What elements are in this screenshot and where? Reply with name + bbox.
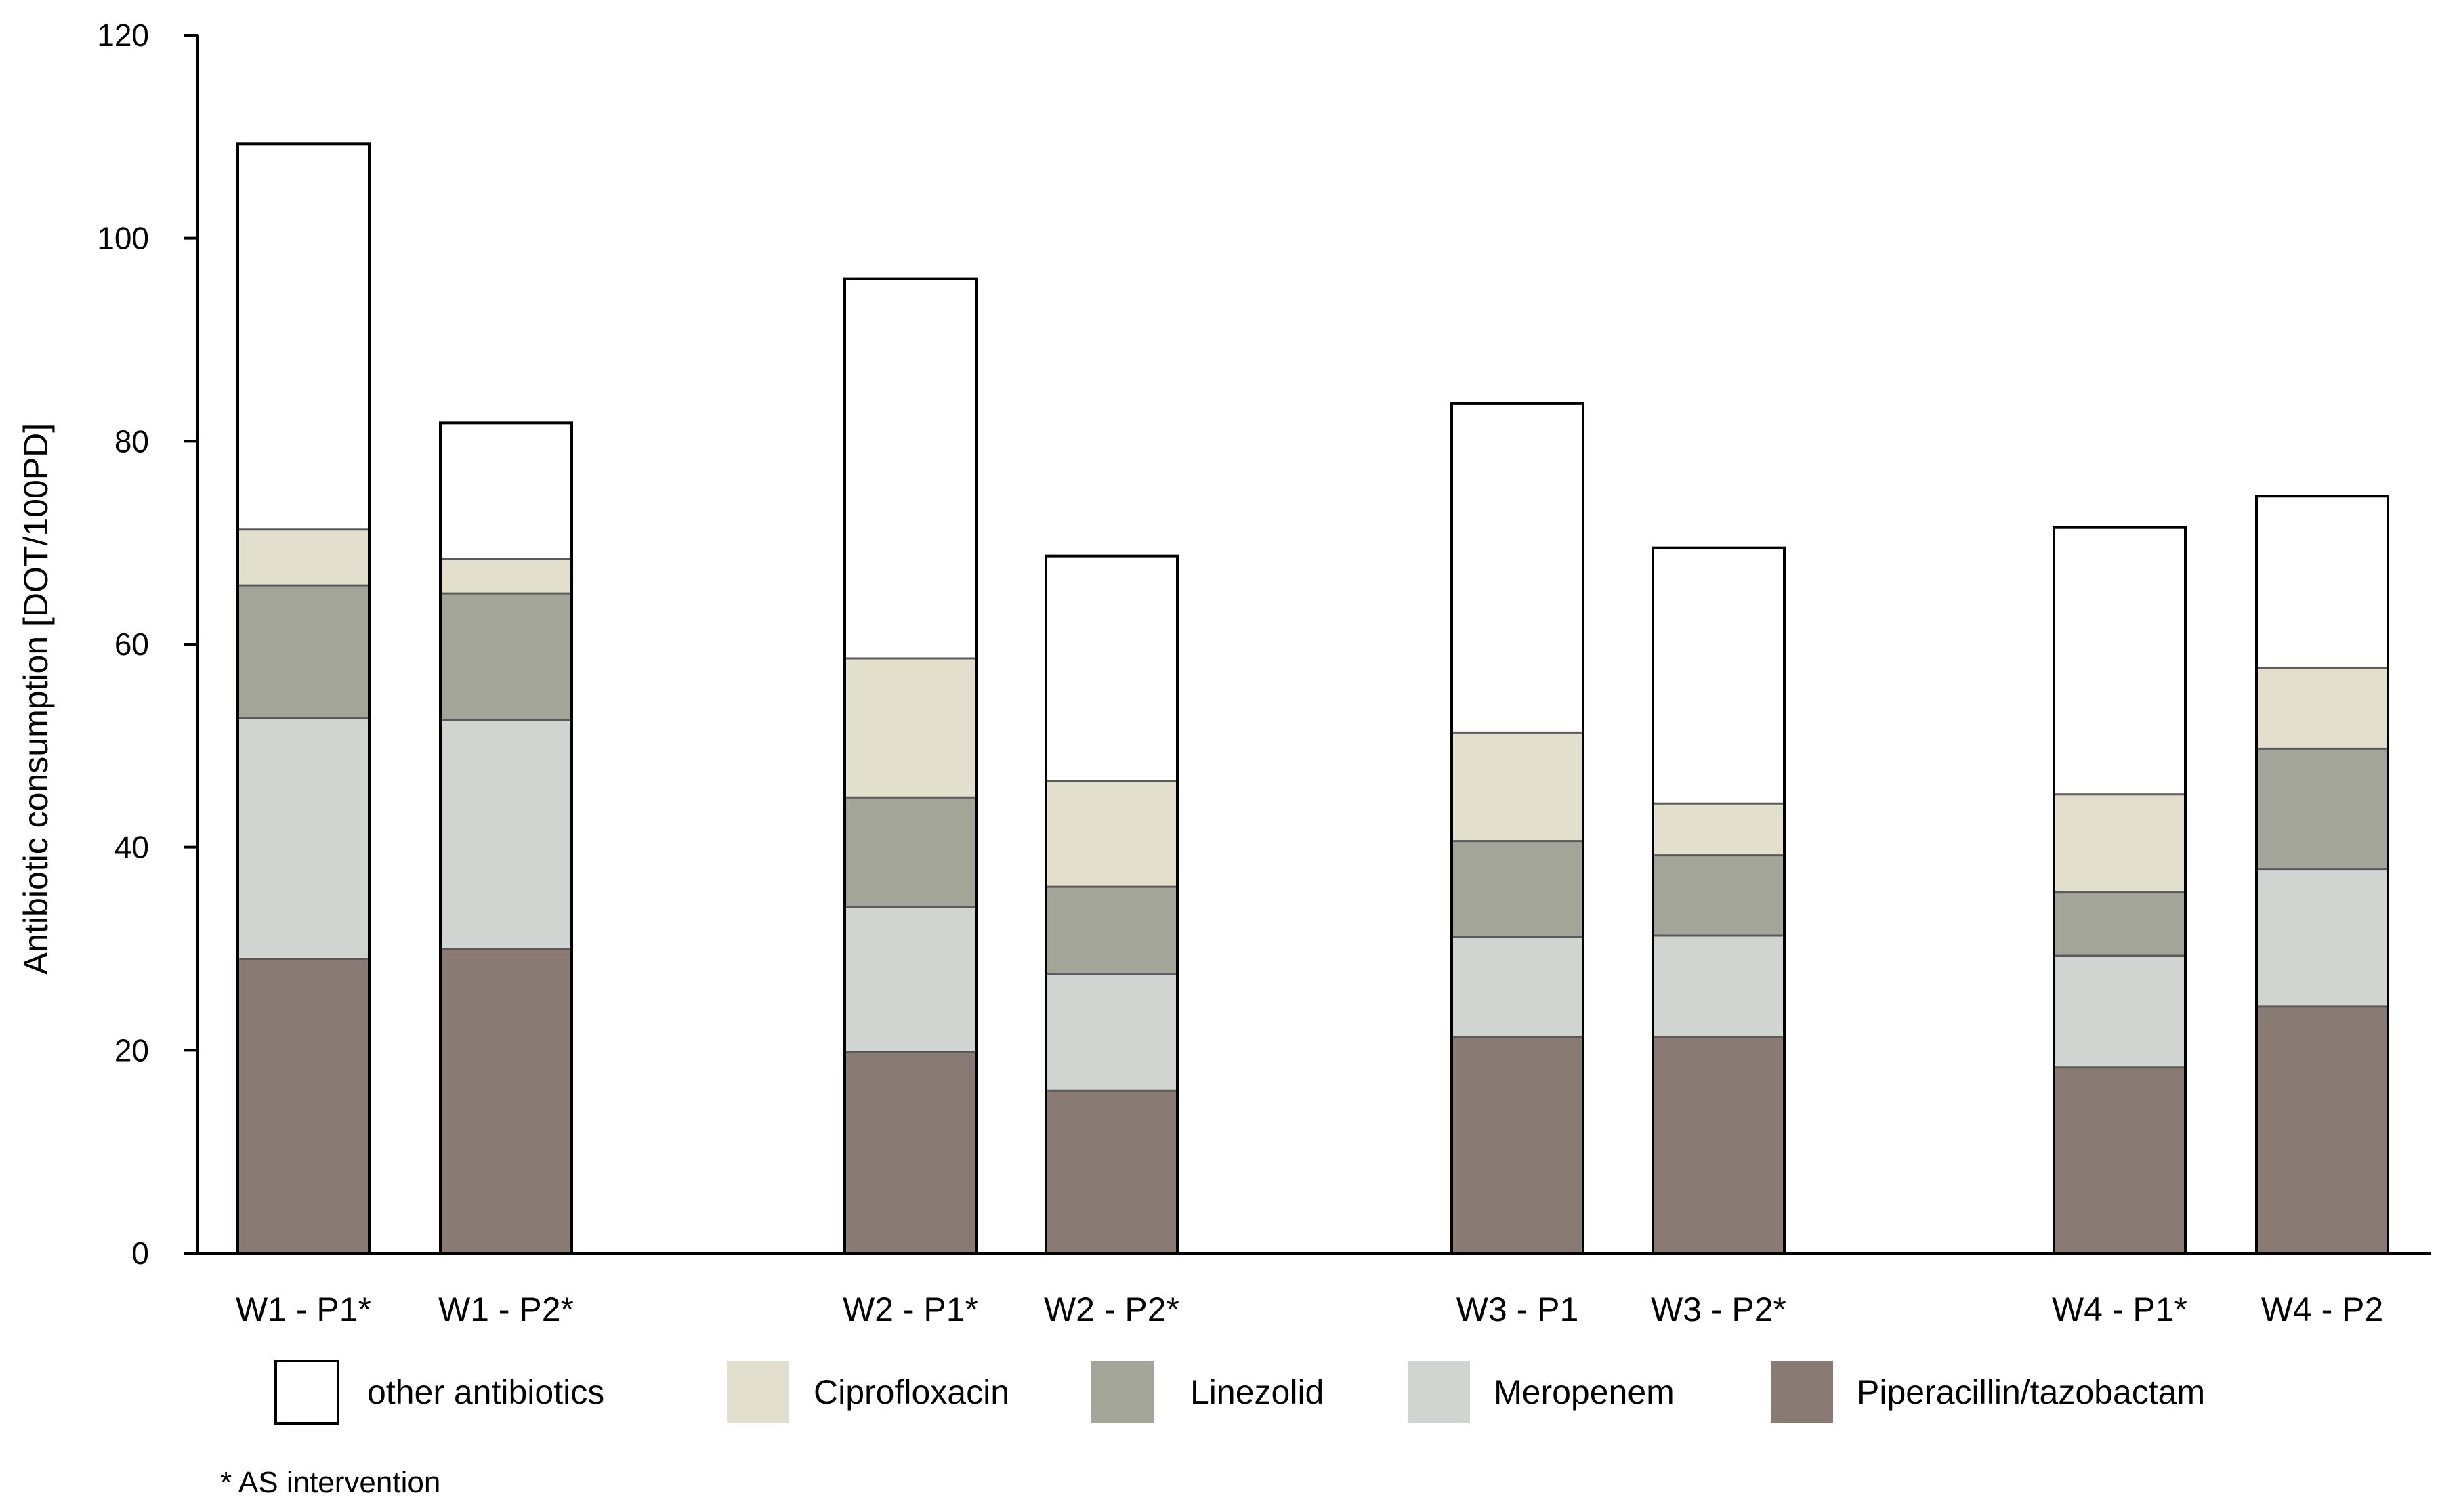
bar-other-antibiotics-w4-p2 <box>2256 496 2388 668</box>
x-tick-labels: W1 - P1* W1 - P2* W2 - P1* W2 - P2* W3 - P1 W… <box>236 1290 2383 1328</box>
legend-label: Linezolid <box>1190 1373 1324 1411</box>
y-tick-label: 100 <box>97 221 149 256</box>
y-tick-label: 20 <box>114 1032 149 1068</box>
legend-item-linezolid: Linezolid <box>1091 1361 1324 1423</box>
bar-meropenem-w1-p1 <box>238 718 369 959</box>
x-tick-label: W1 - P1* <box>236 1290 371 1328</box>
legend-swatch <box>274 1360 339 1425</box>
legend-swatch <box>1408 1361 1470 1423</box>
bar-ciprofloxacin-w1-p2 <box>440 559 572 594</box>
bar-ciprofloxacin-w1-p1 <box>238 529 369 586</box>
y-tick-label: 80 <box>114 423 149 459</box>
bar-meropenem-w3-p1 <box>1452 936 1583 1037</box>
bar-ciprofloxacin-w4-p2 <box>2256 667 2388 749</box>
legend-label: other antibiotics <box>367 1373 604 1411</box>
legend-item-piperacillin-tazobactam: Piperacillin/tazobactam <box>1771 1361 2205 1423</box>
x-tick-label: W2 - P1* <box>843 1290 978 1328</box>
bar-linezolid-w1-p2 <box>440 593 572 721</box>
y-tick-label: 40 <box>114 830 149 865</box>
bar-stack-w2-p2 <box>1045 554 1179 1255</box>
x-tick-label: W2 - P2* <box>1044 1290 1179 1328</box>
legend-label: Ciprofloxacin <box>814 1373 1009 1411</box>
bar-piperacillin-tazobactam-w2-p2 <box>1046 1091 1177 1253</box>
x-tick-label: W3 - P1 <box>1456 1290 1579 1328</box>
bar-linezolid-w1-p1 <box>238 585 369 719</box>
bar-ciprofloxacin-w4-p1 <box>2054 794 2185 892</box>
bar-linezolid-w4-p1 <box>2054 891 2185 956</box>
bars-layer <box>236 142 2389 1255</box>
x-tick-label: W4 - P2 <box>2261 1290 2384 1328</box>
bar-stack-w3-p2 <box>1652 546 1786 1255</box>
bar-ciprofloxacin-w3-p2 <box>1653 803 1784 856</box>
bar-other-antibiotics-w4-p1 <box>2054 527 2185 795</box>
x-tick-label: W1 - P2* <box>438 1290 574 1328</box>
bar-ciprofloxacin-w2-p1 <box>845 658 976 798</box>
bar-other-antibiotics-w1-p2 <box>440 423 572 560</box>
bar-stack-w4-p1 <box>2053 526 2187 1255</box>
footnote: * AS intervention <box>220 1466 440 1499</box>
bar-piperacillin-tazobactam-w3-p1 <box>1452 1036 1583 1253</box>
bar-meropenem-w4-p1 <box>2054 955 2185 1068</box>
bar-piperacillin-tazobactam-w3-p2 <box>1653 1036 1784 1253</box>
bar-other-antibiotics-w3-p1 <box>1452 403 1583 733</box>
bar-other-antibiotics-w1-p1 <box>238 144 369 530</box>
bar-stack-w1-p2 <box>439 421 573 1255</box>
bar-linezolid-w2-p2 <box>1046 887 1177 974</box>
axes-layer: 0 20 40 60 80 100 120 <box>97 18 2431 1271</box>
y-tick-label: 60 <box>114 627 149 662</box>
bar-other-antibiotics-w3-p2 <box>1653 547 1784 804</box>
bar-piperacillin-tazobactam-w4-p2 <box>2256 1006 2388 1253</box>
x-tick-label: W4 - P1* <box>2052 1290 2187 1328</box>
bar-other-antibiotics-w2-p2 <box>1046 555 1177 782</box>
bar-meropenem-w2-p2 <box>1046 973 1177 1091</box>
legend-swatch <box>727 1361 789 1423</box>
legend-swatch <box>1771 1361 1833 1423</box>
bar-ciprofloxacin-w3-p1 <box>1452 732 1583 841</box>
bar-linezolid-w3-p1 <box>1452 841 1583 937</box>
bar-meropenem-w1-p2 <box>440 720 572 949</box>
bar-piperacillin-tazobactam-w1-p2 <box>440 948 572 1253</box>
legend-swatch <box>1091 1361 1154 1423</box>
bar-piperacillin-tazobactam-w1-p1 <box>238 959 369 1253</box>
bar-piperacillin-tazobactam-w4-p1 <box>2054 1067 2185 1253</box>
y-tick-label: 120 <box>97 18 149 53</box>
bar-linezolid-w3-p2 <box>1653 855 1784 936</box>
bar-meropenem-w2-p1 <box>845 907 976 1053</box>
y-tick-label: 0 <box>131 1236 149 1271</box>
bar-piperacillin-tazobactam-w2-p1 <box>845 1052 976 1253</box>
bar-stack-w3-p1 <box>1450 402 1584 1255</box>
bar-meropenem-w3-p2 <box>1653 936 1784 1037</box>
x-tick-label: W3 - P2* <box>1651 1290 1786 1328</box>
legend-label: Piperacillin/tazobactam <box>1857 1373 2205 1411</box>
legend-item-meropenem: Meropenem <box>1408 1361 1675 1423</box>
bar-ciprofloxacin-w2-p2 <box>1046 781 1177 887</box>
bar-linezolid-w4-p2 <box>2256 749 2388 870</box>
bar-stack-w1-p1 <box>236 142 371 1255</box>
legend-item-other-antibiotics: other antibiotics <box>274 1360 604 1425</box>
bar-stack-w4-p2 <box>2255 495 2389 1255</box>
legend: other antibiotics Ciprofloxacin Linezolid M… <box>274 1360 2205 1425</box>
y-axis-title: Antibiotic consumption [DOT/100PD] <box>17 423 55 975</box>
bar-meropenem-w4-p2 <box>2256 869 2388 1007</box>
legend-label: Meropenem <box>1494 1373 1675 1411</box>
bar-linezolid-w2-p1 <box>845 797 976 908</box>
legend-item-ciprofloxacin: Ciprofloxacin <box>727 1361 1009 1423</box>
bar-stack-w2-p1 <box>843 277 978 1255</box>
bar-other-antibiotics-w2-p1 <box>845 278 976 658</box>
